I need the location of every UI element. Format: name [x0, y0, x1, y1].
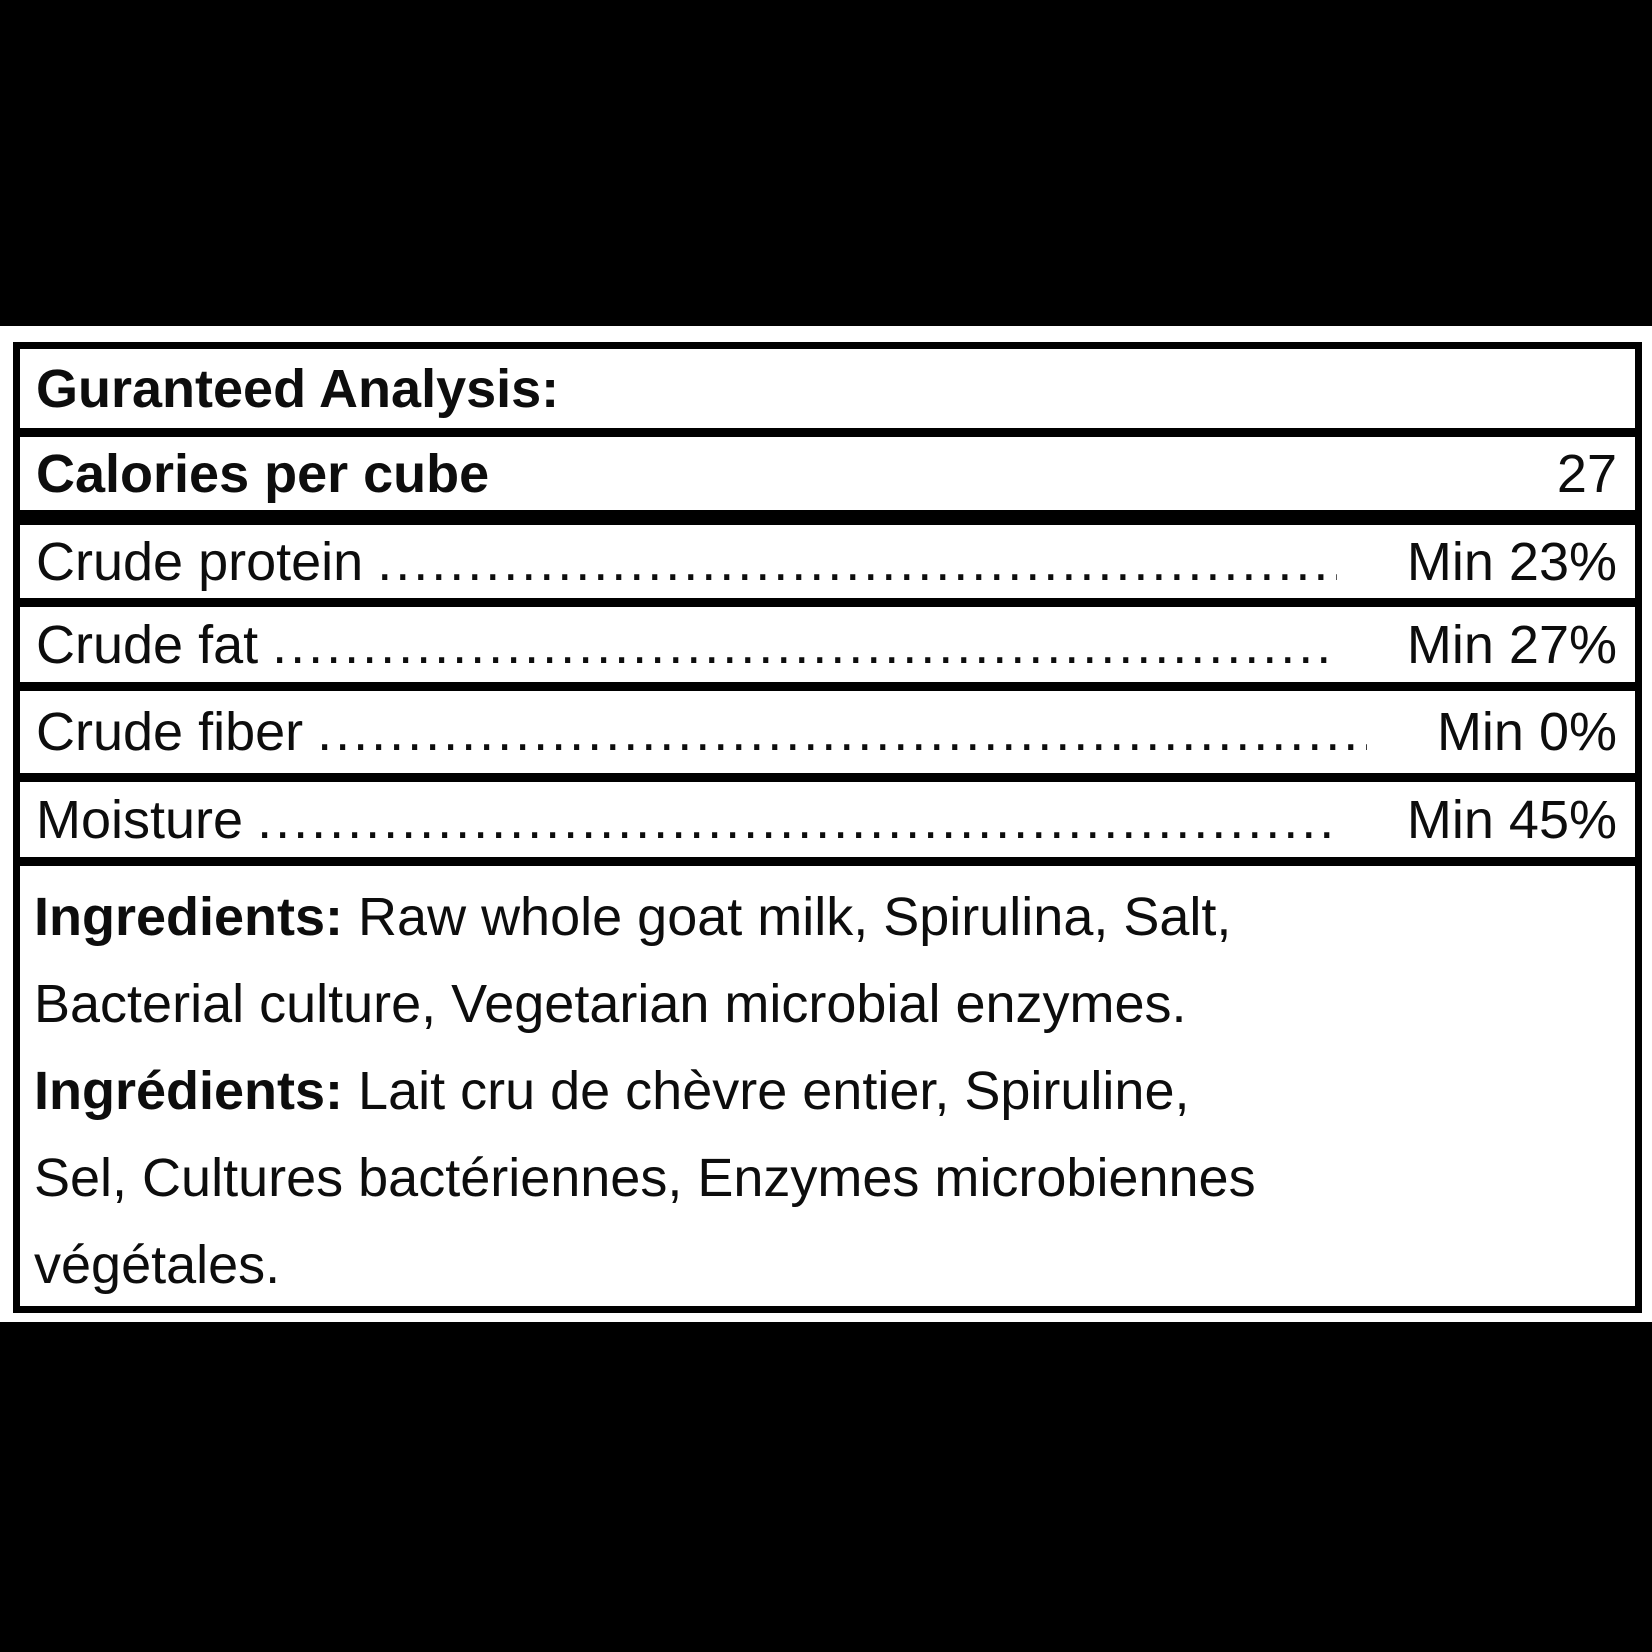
header-title: Guranteed Analysis: — [36, 358, 560, 419]
row-value: Min 0% — [1436, 702, 1617, 763]
ingredients-line-fr-1: Ingrédients: Lait cru de chèvre entier, … — [34, 1048, 1617, 1135]
leader-dots: ........................................… — [377, 531, 1337, 592]
analysis-row-crude-fiber: Crude fiber ............................… — [20, 691, 1635, 783]
leader-dots: ........................................… — [317, 702, 1367, 763]
ingredients-text: Lait cru de chèvre entier, Spiruline, — [343, 1060, 1190, 1121]
table-header-row: Guranteed Analysis: — [20, 349, 1635, 438]
row-value: Min 45% — [1406, 789, 1617, 850]
ingredients-text: Sel, Cultures bactériennes, Enzymes micr… — [34, 1147, 1256, 1208]
ingredients-line-en-1: Ingredients: Raw whole goat milk, Spirul… — [34, 874, 1617, 961]
ingredients-line-fr-2: Sel, Cultures bactériennes, Enzymes micr… — [34, 1135, 1617, 1222]
ingredients-text: Bacterial culture, Vegetarian microbial … — [34, 973, 1187, 1034]
analysis-row-crude-fat: Crude fat ..............................… — [20, 607, 1635, 691]
row-label: Moisture — [36, 789, 244, 850]
row-label: Crude fat — [36, 614, 259, 675]
calories-label: Calories per cube — [36, 443, 490, 504]
calories-row: Calories per cube 27 — [20, 437, 1635, 525]
analysis-row-crude-protein: Crude protein ..........................… — [20, 525, 1635, 608]
row-value: Min 23% — [1406, 531, 1617, 592]
row-value: Min 27% — [1406, 614, 1617, 675]
analysis-row-moisture: Moisture ...............................… — [20, 782, 1635, 866]
leader-dots: ........................................… — [272, 614, 1337, 675]
row-label: Crude protein — [36, 531, 364, 592]
ingredients-line-fr-3: végétales. — [34, 1222, 1617, 1306]
ingredients-section: Ingredients: Raw whole goat milk, Spirul… — [20, 866, 1635, 1306]
ingredients-line-en-2: Bacterial culture, Vegetarian microbial … — [34, 961, 1617, 1048]
leader-dots: ........................................… — [257, 789, 1337, 850]
calories-value: 27 — [1556, 443, 1617, 504]
ingredients-label-fr: Ingrédients: — [34, 1060, 344, 1121]
ingredients-label-en: Ingredients: — [34, 886, 344, 947]
ingredients-text: Raw whole goat milk, Spirulina, Salt, — [343, 886, 1232, 947]
ingredients-text: végétales. — [34, 1234, 281, 1295]
row-label: Crude fiber — [36, 702, 304, 763]
guaranteed-analysis-table: Guranteed Analysis: Calories per cube 27… — [13, 342, 1642, 1313]
